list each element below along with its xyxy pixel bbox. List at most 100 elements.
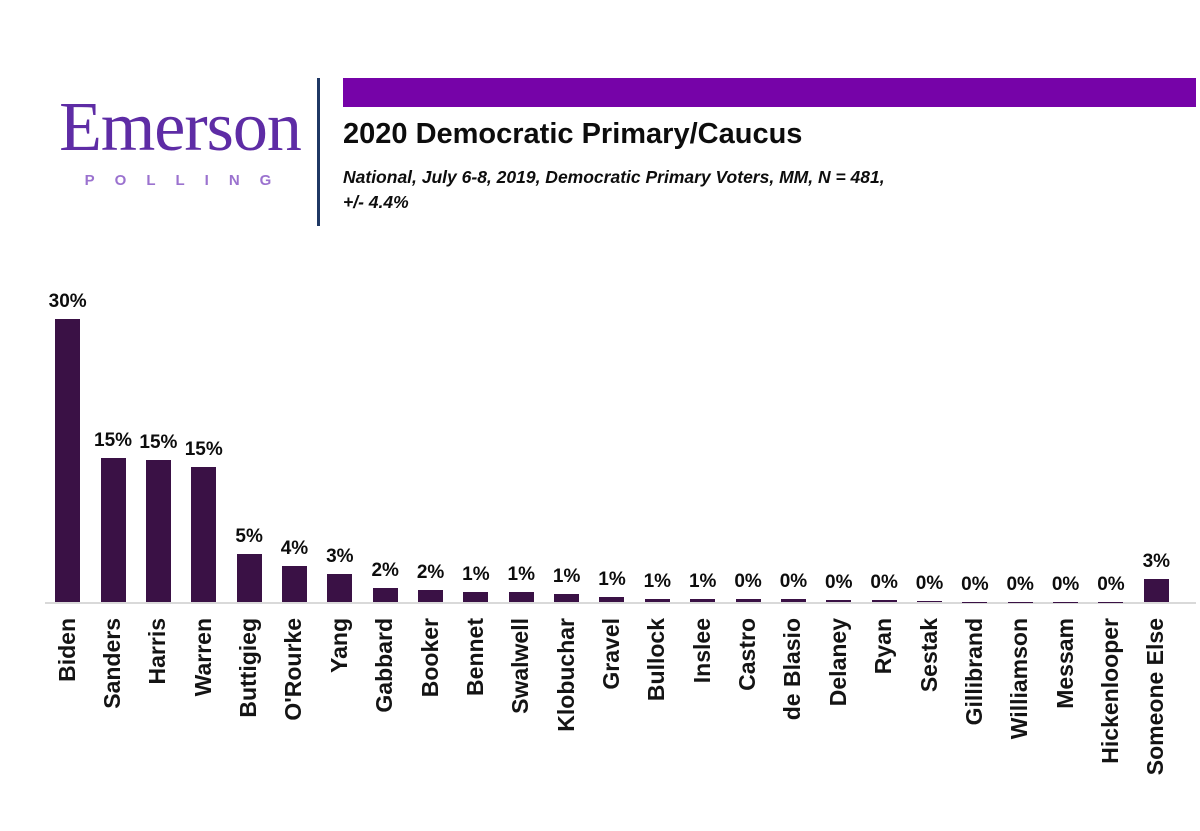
- bar-column-someone-else: 3%: [1134, 270, 1179, 602]
- bar-column-hickenlooper: 0%: [1088, 270, 1133, 602]
- bar-bennet: [463, 591, 489, 602]
- plot-area: 30% 15% 15% 15% 5% 4% 3% 2% 2% 1% 1% 1% 1% 1% 1% 0% 0% 0%…: [45, 270, 1179, 602]
- bar-column-harris: 15%: [136, 270, 181, 602]
- category-label: Gravel: [597, 618, 624, 690]
- bar-someone-else: [1143, 579, 1169, 602]
- category-cell-klobuchar: Klobuchar: [544, 604, 589, 799]
- category-label: Castro: [734, 618, 761, 691]
- bar-value-label: 0%: [734, 571, 762, 593]
- category-label: de Blasio: [779, 618, 806, 721]
- bar-value-label: 3%: [1142, 551, 1171, 573]
- bar-column-swalwell: 1%: [499, 270, 544, 602]
- bar-value-label: 4%: [280, 538, 309, 560]
- bar-value-label: 1%: [462, 563, 490, 585]
- bar-value-label: 0%: [1051, 573, 1080, 595]
- bar-sanders: [100, 457, 126, 602]
- bar-value-label: 15%: [184, 439, 223, 461]
- bar-bullock: [644, 598, 670, 602]
- category-cell-castro: Castro: [725, 604, 770, 799]
- emerson-wordmark: Emerson: [59, 89, 302, 166]
- bar-o-rourke: [281, 566, 307, 602]
- category-label: Bullock: [643, 618, 670, 702]
- bar-column-messam: 0%: [1043, 270, 1088, 602]
- header-accent-bar: [343, 78, 1196, 107]
- bar-value-label: 1%: [507, 564, 535, 586]
- bar-column-gabbard: 2%: [363, 270, 408, 602]
- bar-column-ryan: 0%: [861, 270, 906, 602]
- category-cell-delaney: Delaney: [816, 604, 861, 799]
- bar-column-castro: 0%: [725, 270, 770, 602]
- bar-value-label: 3%: [326, 545, 354, 567]
- bar-value-label: 30%: [48, 291, 87, 312]
- category-label: Biden: [53, 618, 80, 682]
- bar-castro: [735, 599, 761, 602]
- bar-value-label: 15%: [94, 429, 133, 451]
- category-cell-gravel: Gravel: [589, 604, 634, 799]
- bar-sestak: [917, 600, 942, 602]
- x-axis-line: [45, 602, 1196, 604]
- category-cell-gabbard: Gabbard: [363, 604, 408, 799]
- bar-value-label: 0%: [1097, 573, 1125, 595]
- chart-title: 2020 Democratic Primary/Caucus: [343, 118, 803, 150]
- category-label: Booker: [416, 618, 443, 698]
- bar-column-buttigieg: 5%: [226, 270, 271, 602]
- category-label: Someone Else: [1142, 618, 1169, 776]
- category-cell-sanders: Sanders: [90, 604, 135, 799]
- category-cell-inslee: Inslee: [680, 604, 725, 799]
- category-label: Bennet: [461, 618, 488, 696]
- bar-value-label: 0%: [915, 572, 944, 594]
- bar-biden: [55, 319, 81, 602]
- category-cell-ryan: Ryan: [861, 604, 906, 799]
- bar-value-label: 2%: [416, 561, 445, 583]
- bar-buttigieg: [236, 553, 262, 602]
- category-cell-o-rourke: O'Rourke: [272, 604, 317, 799]
- category-label: Buttigieg: [235, 618, 262, 718]
- category-label: Klobuchar: [552, 618, 579, 732]
- category-cell-williamson: Williamson: [998, 604, 1043, 799]
- category-cell-booker: Booker: [408, 604, 453, 799]
- category-label: Sanders: [99, 618, 126, 709]
- category-label: Hickenlooper: [1096, 618, 1123, 764]
- category-label: Warren: [189, 618, 216, 697]
- category-label: Inslee: [688, 618, 715, 684]
- vertical-divider: [317, 78, 320, 226]
- bar-column-gillibrand: 0%: [952, 270, 997, 602]
- bar-column-booker: 2%: [408, 270, 453, 602]
- bar-gravel: [599, 596, 625, 602]
- category-label: Sestak: [915, 618, 942, 693]
- report-header: 2020 Democratic Primary/Caucus National,…: [343, 78, 1196, 215]
- bar-harris: [145, 459, 171, 602]
- bar-column-williamson: 0%: [998, 270, 1043, 602]
- bar-value-label: 0%: [1006, 573, 1034, 595]
- category-cell-biden: Biden: [45, 604, 90, 799]
- category-labels-row: Biden Sanders Harris Warren Buttigieg O'Rourk…: [45, 604, 1179, 799]
- bar-column-delaney: 0%: [816, 270, 861, 602]
- chart-subtitle-line2: +/- 4.4%: [343, 192, 409, 212]
- polling-wordmark: POLLING: [84, 172, 292, 189]
- bar-chart: 30% 15% 15% 15% 5% 4% 3% 2% 2% 1% 1% 1% 1% 1% 1% 0% 0% 0%…: [45, 270, 1196, 799]
- bar-value-label: 1%: [598, 568, 626, 590]
- category-label: Messam: [1051, 618, 1078, 709]
- bar-klobuchar: [554, 594, 580, 602]
- bar-column-bennet: 1%: [453, 270, 498, 602]
- bar-column-sestak: 0%: [907, 270, 952, 602]
- bar-value-label: 0%: [779, 571, 808, 593]
- category-cell-swalwell: Swalwell: [499, 604, 544, 799]
- bar-value-label: 1%: [552, 566, 581, 588]
- bar-value-label: 15%: [139, 431, 178, 453]
- emerson-polling-logo: Emerson POLLING: [40, 89, 320, 190]
- bar-value-label: 1%: [688, 570, 717, 592]
- bar-gabbard: [372, 587, 398, 602]
- category-cell-de-blasio: de Blasio: [771, 604, 816, 799]
- bar-swalwell: [508, 592, 534, 602]
- bar-value-label: 0%: [870, 572, 898, 594]
- category-cell-messam: Messam: [1043, 604, 1088, 799]
- category-cell-buttigieg: Buttigieg: [226, 604, 271, 799]
- category-label: Delaney: [824, 618, 851, 707]
- bar-de-blasio: [780, 599, 806, 602]
- bar-column-inslee: 1%: [680, 270, 725, 602]
- category-label: Yang: [325, 618, 352, 673]
- category-cell-warren: Warren: [181, 604, 226, 799]
- category-cell-someone-else: Someone Else: [1134, 604, 1179, 799]
- category-label: Ryan: [870, 618, 897, 675]
